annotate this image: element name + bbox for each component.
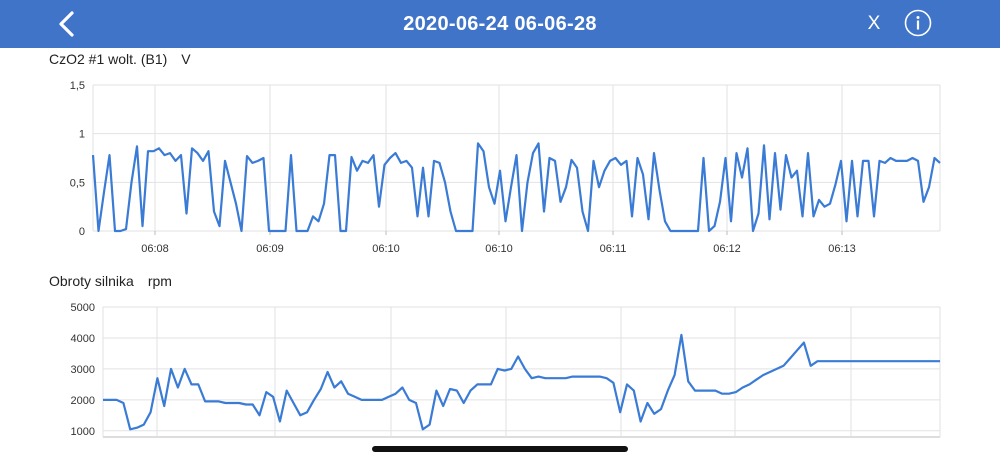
chart-2-title-text: Obroty silnika bbox=[49, 273, 134, 289]
voltage-chart: 0 0,5 1 1,5 06:08 06:09 06:10 06:10 06:11 06:12 06… bbox=[70, 80, 941, 255]
chart-2-unit: rpm bbox=[147, 273, 172, 289]
close-button[interactable]: X bbox=[867, 13, 881, 34]
x-tick-label: 06:13 bbox=[828, 243, 856, 255]
top-bar: 2020-06-24 06-06-28 X bbox=[0, 0, 1000, 48]
chart-1-title: CzO2 #1 wolt. (B1) V bbox=[49, 51, 191, 67]
info-button[interactable] bbox=[904, 9, 932, 37]
x-tick-label: 06:11 bbox=[600, 243, 627, 255]
x-tick-label: 06:10 bbox=[485, 243, 513, 255]
chart-1-title-text: CzO2 #1 wolt. (B1) bbox=[49, 51, 168, 67]
y-tick-label: 0,5 bbox=[70, 177, 85, 189]
y-tick-label: 0 bbox=[79, 226, 85, 238]
y-tick-label: 4000 bbox=[71, 333, 95, 345]
chart-2-title: Obroty silnika rpm bbox=[49, 273, 172, 289]
y-tick-label: 1000 bbox=[71, 426, 95, 438]
y-tick-label: 1,5 bbox=[70, 80, 85, 92]
info-icon bbox=[904, 9, 932, 37]
series-line bbox=[103, 333, 940, 431]
back-button[interactable] bbox=[52, 8, 84, 40]
x-tick-label: 06:12 bbox=[713, 243, 741, 255]
chart-1-unit: V bbox=[181, 51, 191, 67]
x-tick-label: 06:10 bbox=[372, 243, 400, 255]
page-title: 2020-06-24 06-06-28 bbox=[403, 13, 597, 35]
y-tick-label: 3000 bbox=[71, 364, 95, 376]
home-indicator[interactable] bbox=[372, 446, 628, 452]
y-tick-label: 2000 bbox=[71, 395, 95, 407]
chevron-left-icon bbox=[59, 11, 74, 37]
y-tick-label: 1 bbox=[79, 129, 85, 141]
x-tick-label: 06:09 bbox=[256, 243, 284, 255]
y-tick-label: 5000 bbox=[71, 302, 95, 314]
x-tick-label: 06:08 bbox=[141, 243, 169, 255]
